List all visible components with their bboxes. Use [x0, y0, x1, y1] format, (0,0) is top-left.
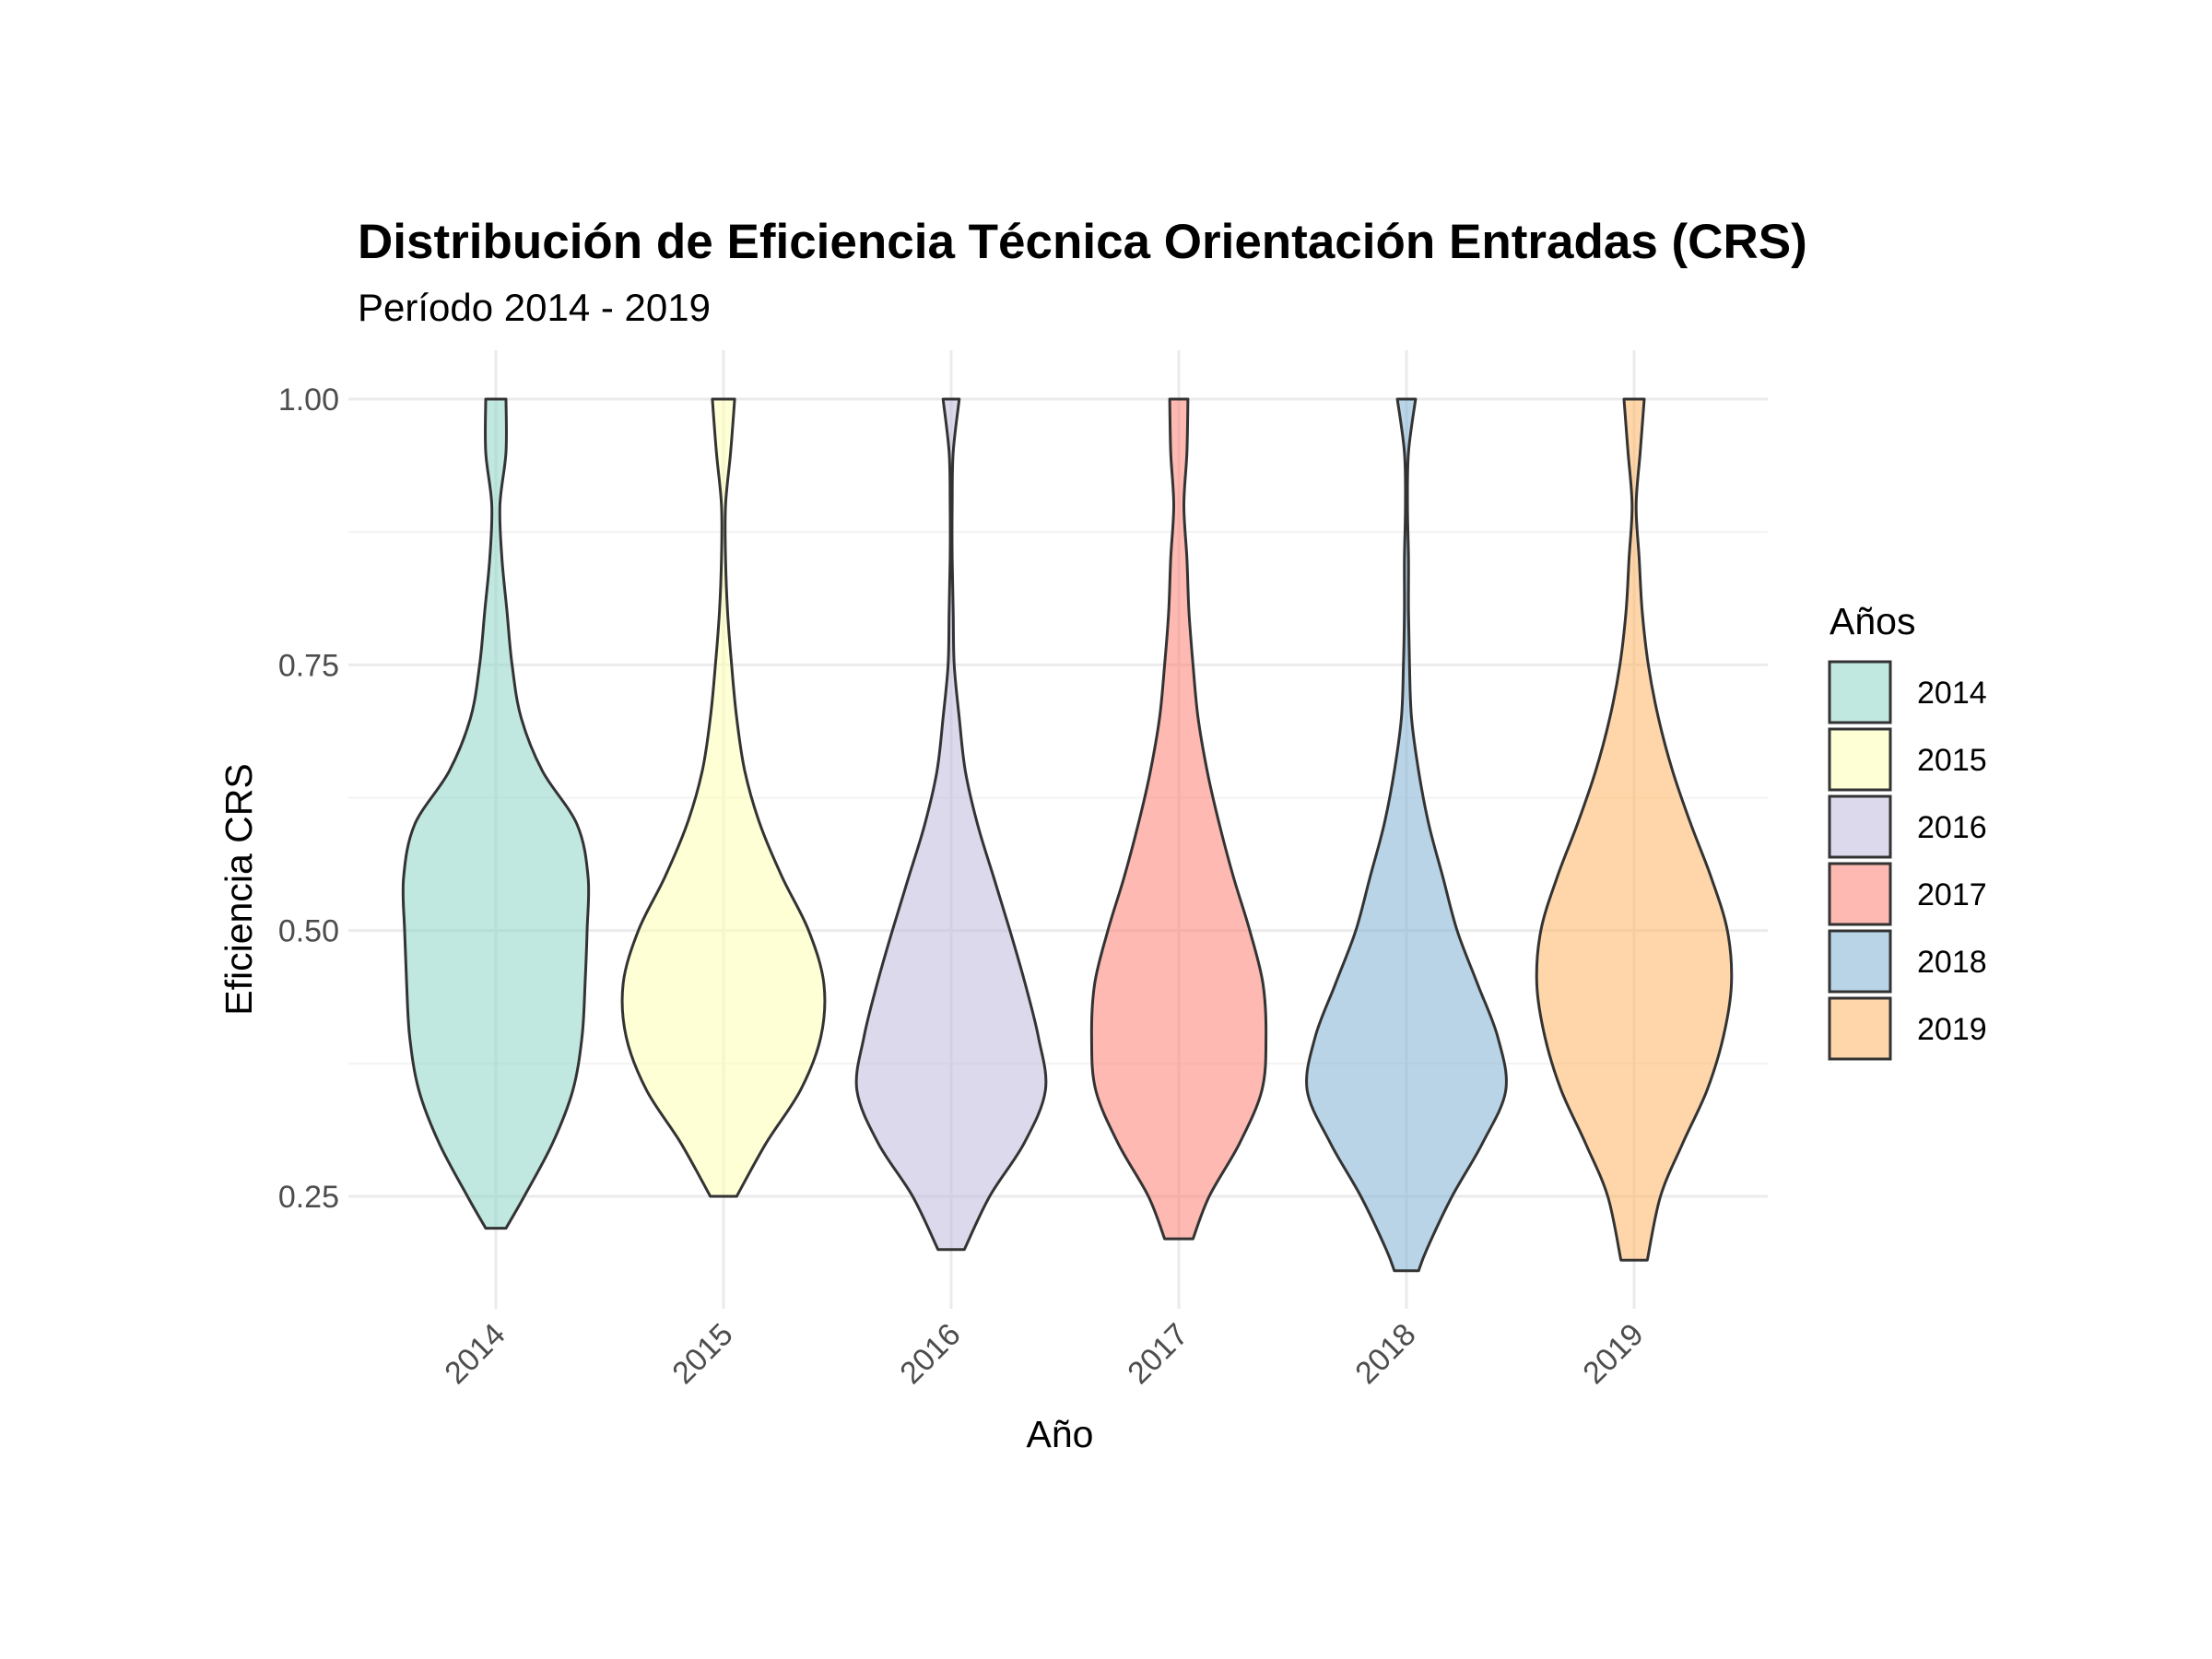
chart-subtitle: Período 2014 - 2019: [358, 286, 711, 329]
y-tick-label: 0.50: [278, 914, 339, 949]
x-axis-ticks: 2014 2015 2016 2017 2018 2019: [438, 1317, 1650, 1391]
violin-2018: [1305, 397, 1508, 1273]
legend-key-2019: [1828, 996, 1892, 1061]
x-tick-label: 2016: [893, 1317, 967, 1391]
violin-2019: [1535, 397, 1734, 1262]
legend-label-2014: 2014: [1917, 676, 1987, 711]
plot-area: [348, 350, 1768, 1309]
legend-key-2014: [1828, 660, 1892, 724]
violins: [401, 397, 1734, 1273]
legend-label-2019: 2019: [1917, 1012, 1987, 1047]
x-tick-label: 2014: [438, 1317, 512, 1391]
violin-2016: [854, 397, 1048, 1252]
x-tick-label: 2019: [1576, 1317, 1650, 1391]
y-axis-ticks: 0.25 0.50 0.75 1.00: [278, 382, 339, 1215]
legend-label-2018: 2018: [1917, 945, 1987, 980]
y-tick-label: 0.75: [278, 648, 339, 683]
legend-label-2016: 2016: [1917, 810, 1987, 845]
x-tick-label: 2015: [665, 1317, 739, 1391]
y-axis-title: Eficiencia CRS: [218, 763, 260, 1015]
legend-key-2018: [1828, 929, 1892, 994]
legend-title: Años: [1830, 600, 1915, 642]
violin-2017: [1089, 397, 1268, 1241]
legend-key-2016: [1828, 794, 1892, 859]
x-axis-title: Año: [1027, 1413, 1094, 1455]
legend: Años 2014 2015 2016 2017 2018 2019: [1828, 600, 1987, 1061]
violin-2014: [401, 397, 591, 1230]
legend-label-2017: 2017: [1917, 877, 1987, 912]
y-tick-label: 1.00: [278, 382, 339, 418]
y-tick-label: 0.25: [278, 1180, 339, 1215]
violin-2015: [620, 397, 827, 1198]
x-tick-label: 2017: [1121, 1317, 1194, 1391]
legend-key-2017: [1828, 862, 1892, 926]
chart-title: Distribución de Eficiencia Técnica Orien…: [358, 215, 1807, 269]
x-tick-label: 2018: [1348, 1317, 1422, 1391]
legend-key-2015: [1828, 727, 1892, 792]
legend-label-2015: 2015: [1917, 743, 1987, 778]
